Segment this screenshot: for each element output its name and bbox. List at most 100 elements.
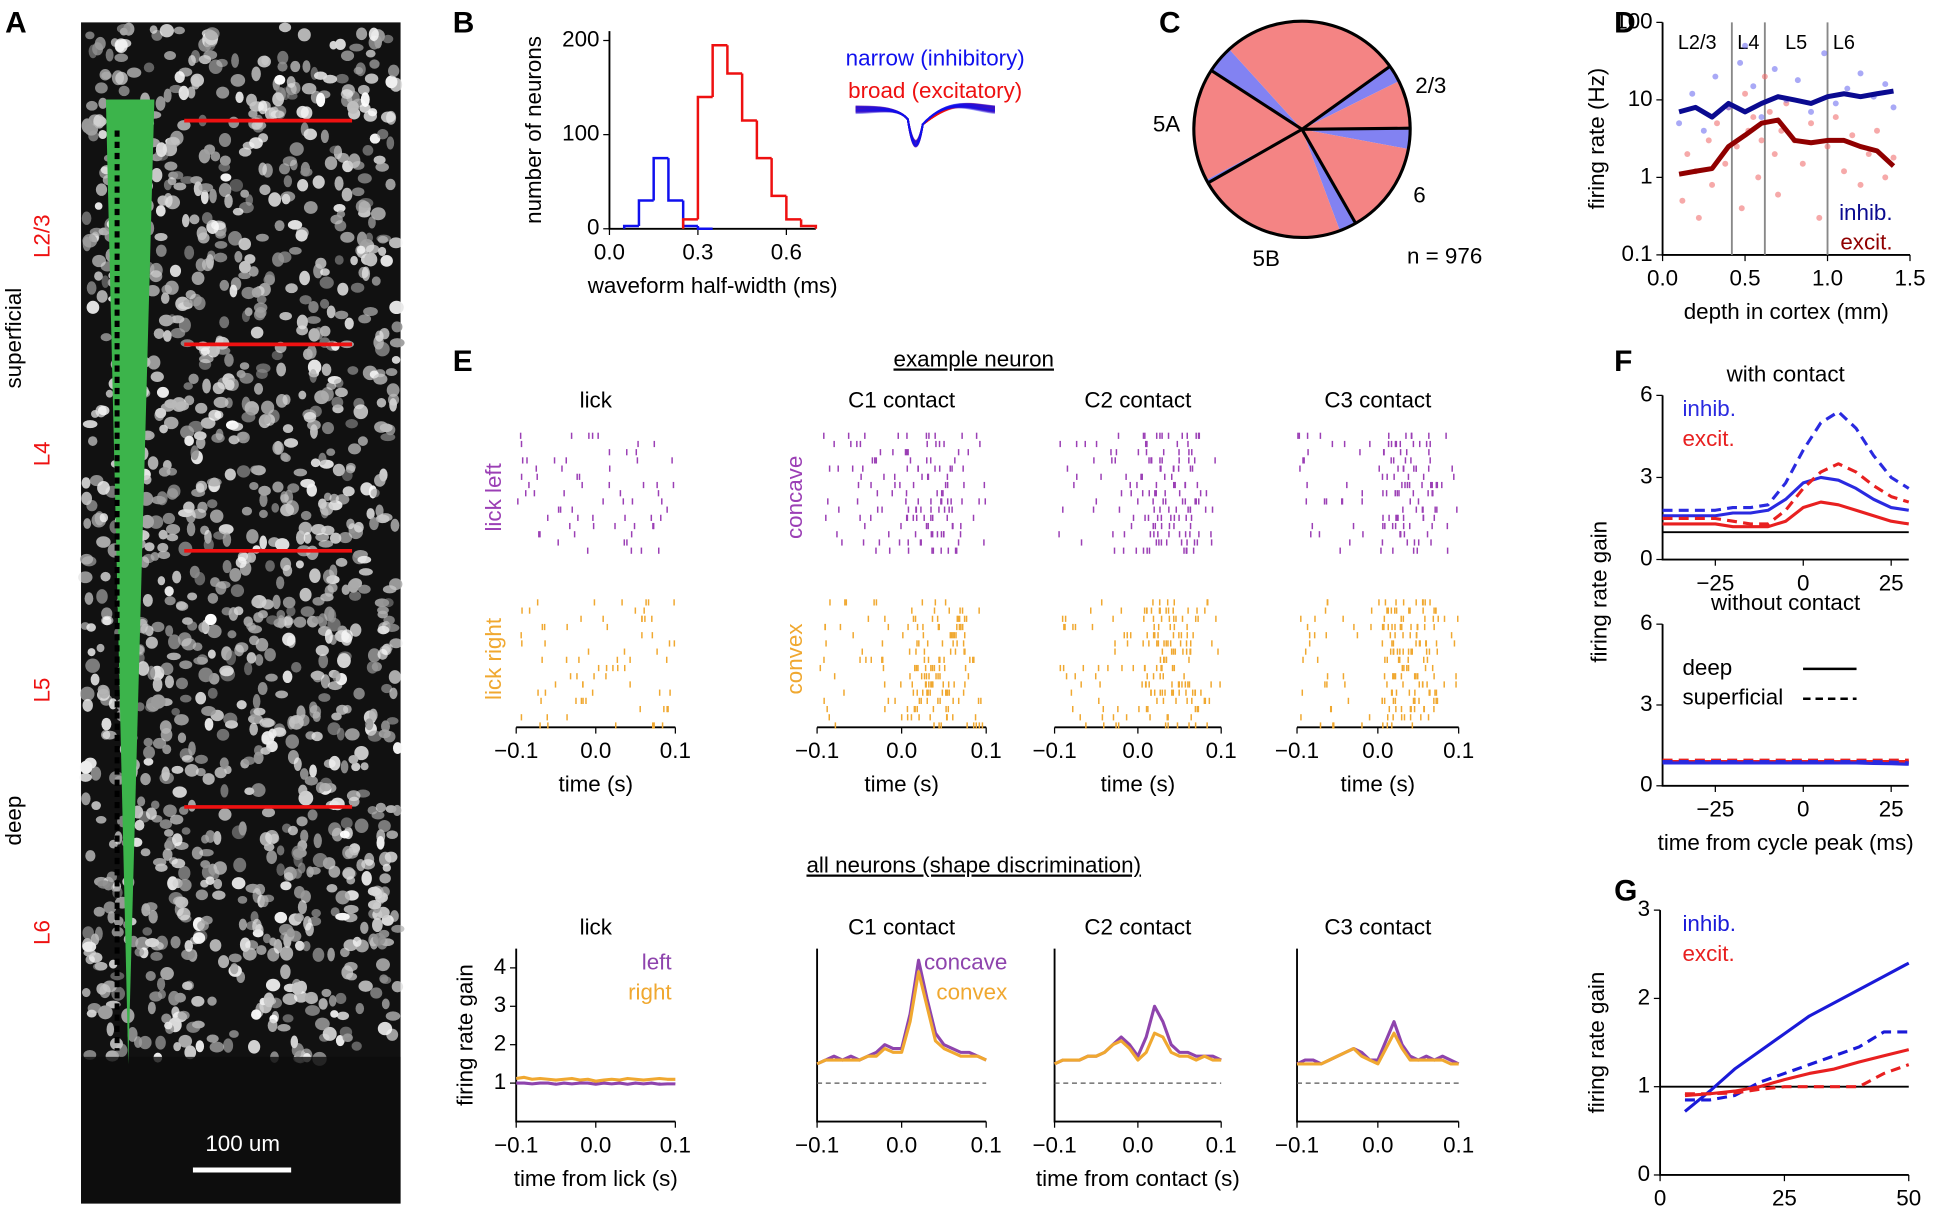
cell [169,857,178,865]
cell [378,729,391,739]
pie-wedge [1302,129,1409,224]
cell [319,501,334,516]
cell [158,529,168,540]
cell [218,808,232,821]
scatter-point [1679,197,1686,204]
y-tick-label: 6 [1640,610,1652,635]
x-tick-label: −0.1 [1275,1132,1319,1157]
hist-bin [726,45,743,75]
cell [99,513,109,523]
cell [140,773,151,786]
cell [137,796,146,807]
cell [106,1022,115,1037]
cell [315,92,326,107]
cell [389,237,403,249]
cell [320,674,331,689]
cell [209,939,222,952]
cell [150,951,163,961]
cell [275,393,288,408]
cell [164,596,176,606]
scatter-point [1771,66,1778,73]
cell [199,848,214,857]
cell [181,827,191,835]
cell [327,681,343,691]
cell [163,88,172,103]
cell [205,254,215,269]
cell [223,712,238,726]
waveform [855,105,995,145]
cell [278,251,292,263]
cell [163,804,177,818]
waveform [855,104,995,147]
cell [181,214,190,228]
y-tick-label: 0.1 [1622,241,1653,266]
cell [354,745,369,761]
cell [229,422,244,432]
y-tick-label: 2 [1638,984,1650,1009]
cell [322,422,334,435]
cell [188,54,196,67]
cell [155,205,166,217]
cell [144,937,160,948]
cell [301,82,317,95]
series-line [516,1081,676,1086]
cell [376,958,390,972]
cell [388,670,402,684]
cell [201,915,213,925]
cell [177,732,187,744]
cell [356,245,366,254]
chart-title: C2 contact [1084,915,1192,940]
cell [109,1037,123,1050]
cell [311,909,321,918]
cell [378,820,391,833]
panel-letter: A [5,7,27,40]
cell [249,481,259,491]
cell [103,901,117,914]
cell [340,231,355,243]
cell [335,494,350,505]
cell [363,306,378,317]
cell [283,615,293,629]
cell [389,338,405,348]
cell [238,260,251,274]
cell [276,863,285,876]
cell [82,941,97,952]
cell [326,382,337,390]
cell [347,100,359,114]
scatter-point [1775,191,1782,198]
x-axis-label: time (s) [558,772,633,797]
waveform [855,106,995,144]
cell [201,212,213,225]
cell [85,31,95,40]
cell [341,965,354,980]
cell [80,686,95,702]
cell [257,682,268,695]
cell [248,625,263,634]
pie-divider [1207,127,1303,185]
cell [334,220,347,232]
cell [377,648,388,660]
cell [168,634,181,650]
cell [280,494,290,503]
cell [326,448,336,456]
cell [375,802,387,813]
cell [321,363,332,377]
cell [102,616,112,626]
cell [126,67,142,78]
waveform [855,103,995,145]
legend-label: superficial [1682,685,1783,710]
cell [193,296,206,311]
x-tick-label: 1.5 [1894,266,1925,291]
cell [309,705,322,719]
scatter-point [1714,120,1720,127]
pie-wedge [1193,70,1303,180]
cell [305,1005,320,1016]
cell [366,661,379,674]
cell [144,902,158,912]
cell [84,592,94,605]
cell [287,220,303,230]
cell [302,940,311,952]
x-axis-label: time (s) [1101,772,1176,797]
cell [326,883,338,893]
cell [173,182,187,191]
